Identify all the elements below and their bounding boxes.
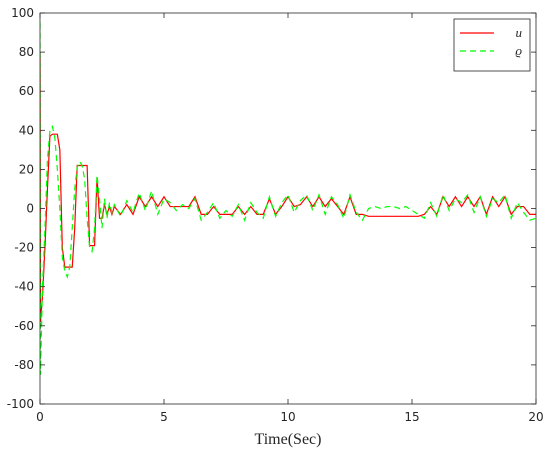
y-tick-label: 100 [11,6,34,20]
y-tick-label: -80 [14,358,34,372]
legend-label: ϱ [515,43,522,58]
y-tick-label: 0 [26,202,34,216]
y-tick-label: -100 [7,397,34,411]
y-tick-label: 60 [19,84,34,98]
x-tick-label: 0 [36,410,44,424]
y-tick-label: 20 [19,162,34,176]
x-tick-label: 20 [528,410,543,424]
legend-label: u [516,25,523,40]
x-axis-label: Time(Sec) [255,431,322,448]
legend: uϱ [453,18,531,72]
y-tick-label: 40 [19,123,34,137]
y-tick-label: -60 [14,319,34,333]
x-tick-label: 15 [404,410,419,424]
axes-box [40,13,536,404]
x-tick-label: 5 [160,410,168,424]
y-tick-label: -20 [14,241,34,255]
y-tick-label: -40 [14,280,34,294]
legend-box [453,18,531,72]
x-tick-label: 10 [280,410,295,424]
y-tick-label: 80 [19,45,34,59]
